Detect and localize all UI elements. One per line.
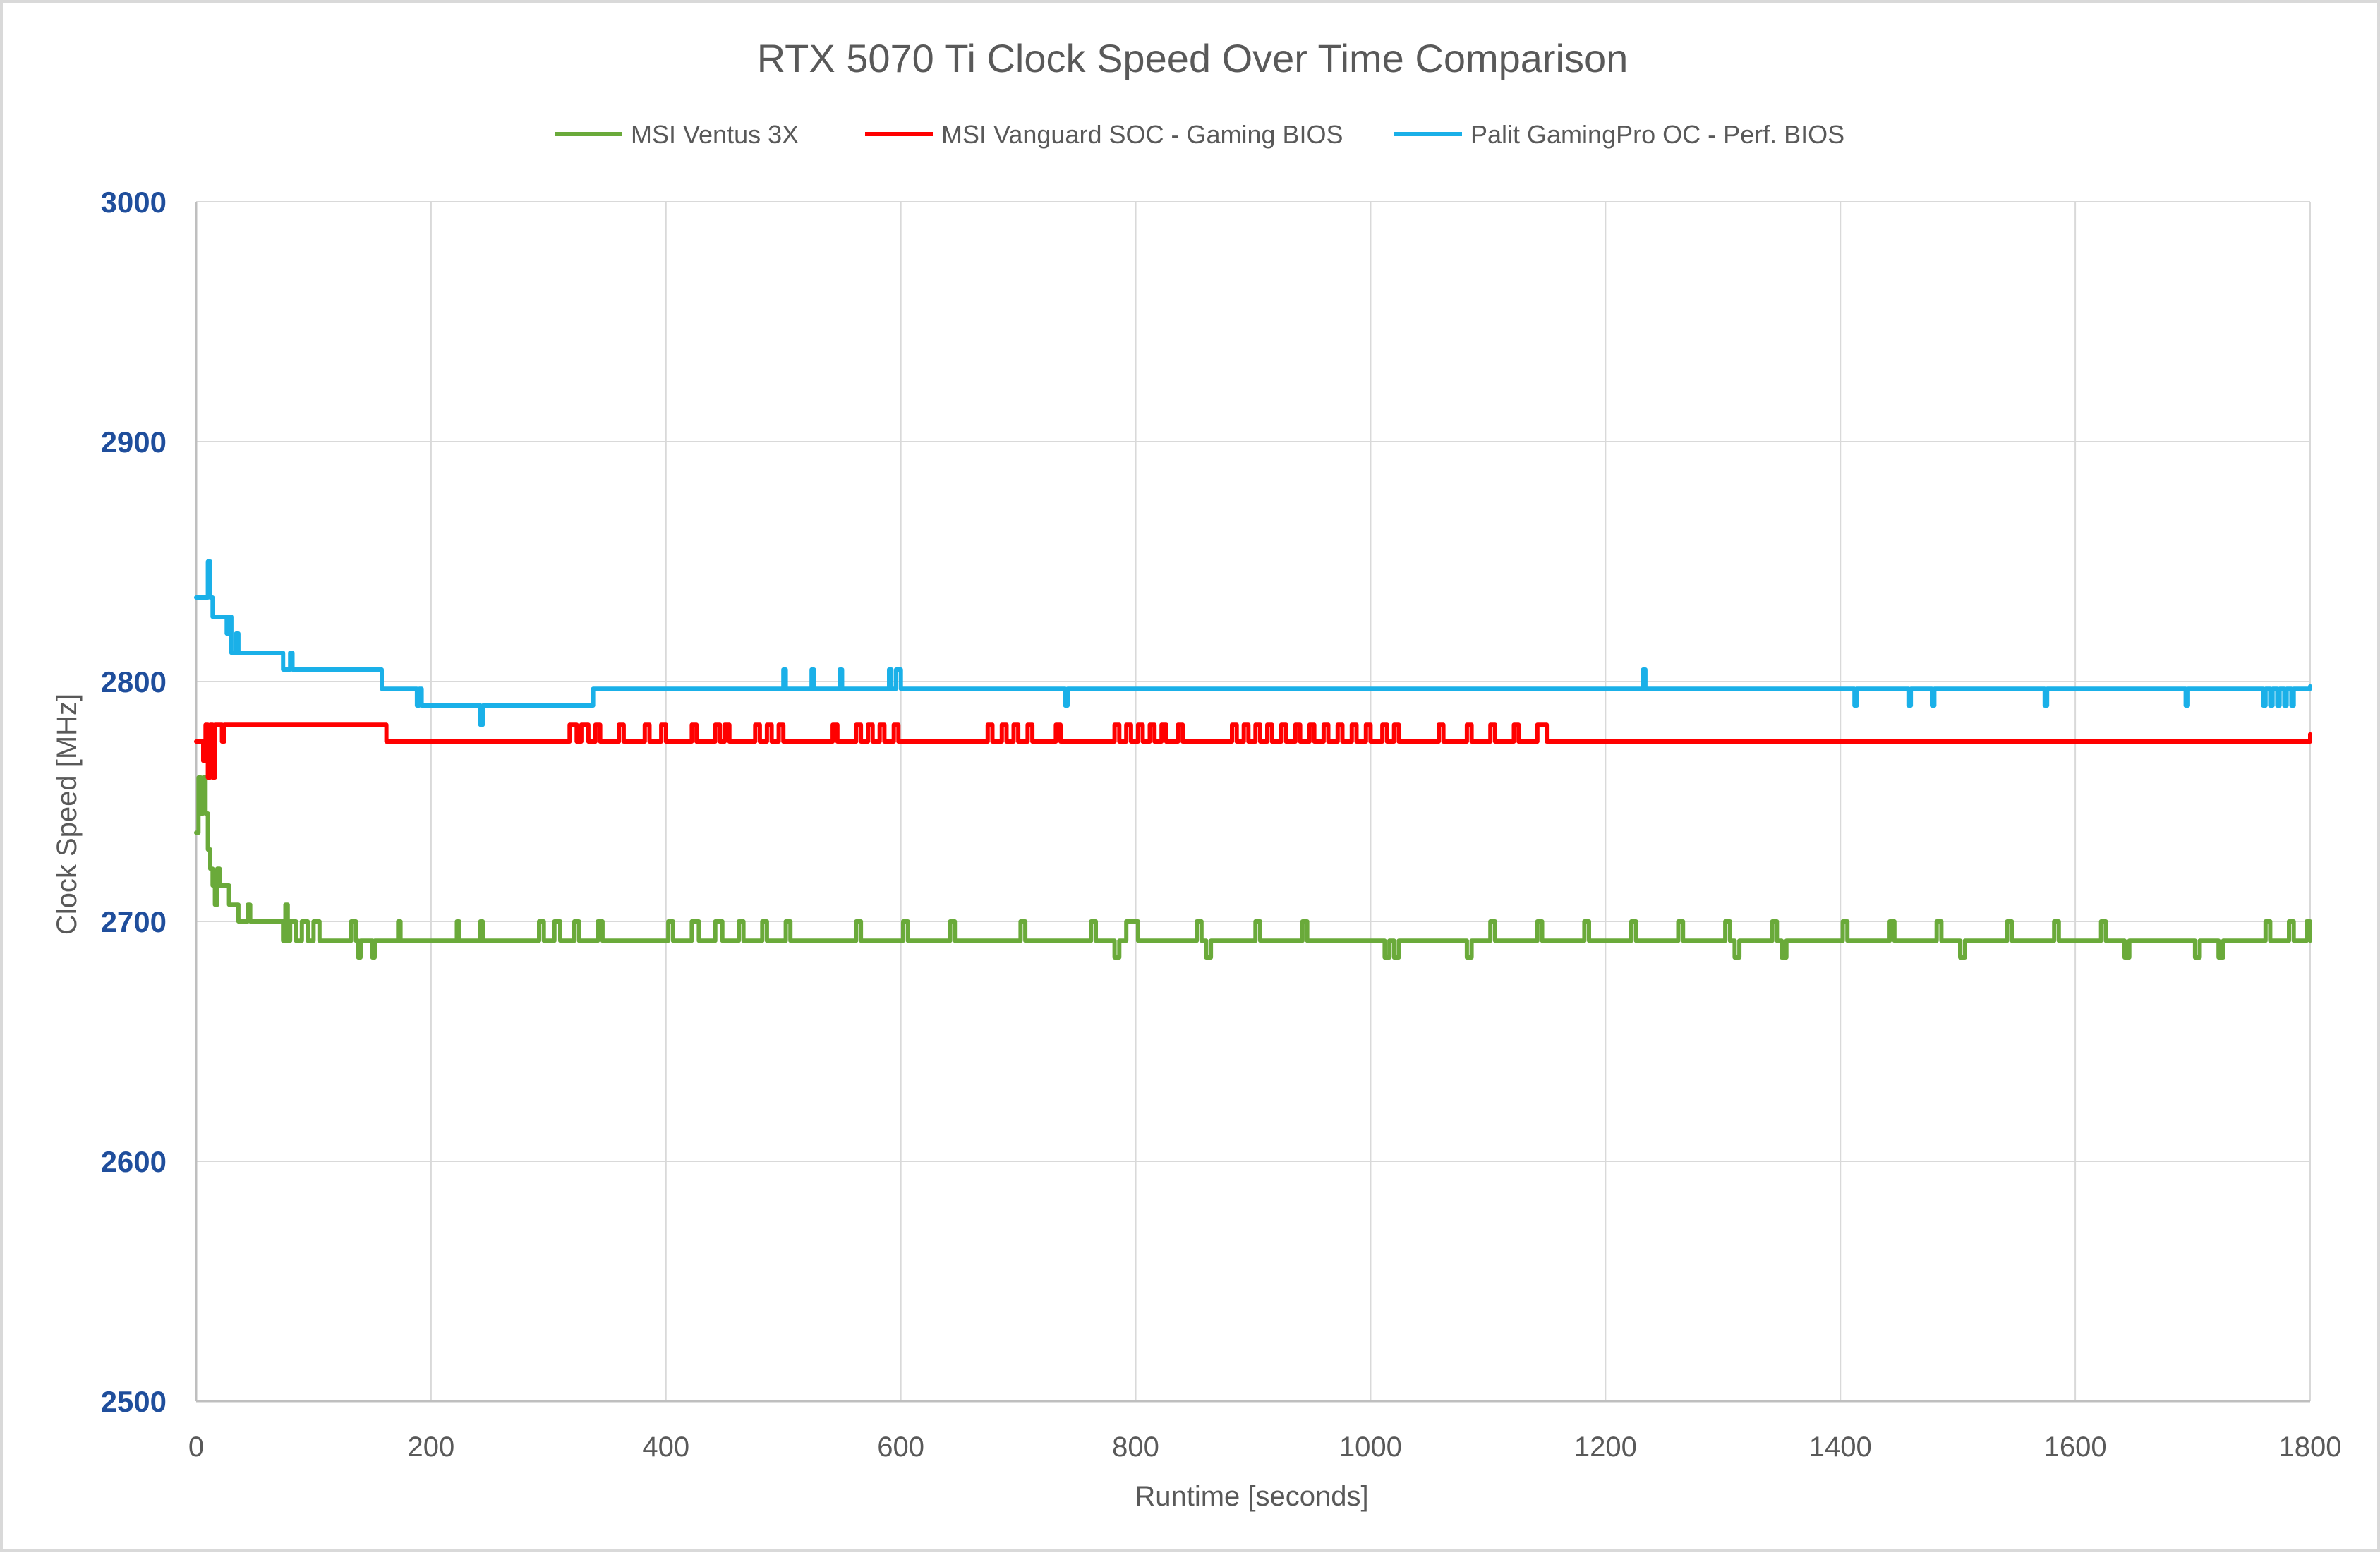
- series-lines: [194, 559, 2312, 960]
- x-tick-label: 600: [877, 1432, 924, 1463]
- y-tick-label: 2900: [101, 425, 167, 459]
- legend-label: MSI Vanguard SOC - Gaming BIOS: [941, 120, 1343, 149]
- chart-title: RTX 5070 Ti Clock Speed Over Time Compar…: [757, 36, 1629, 80]
- x-tick-label: 1400: [1809, 1432, 1872, 1463]
- y-tick-label: 2600: [101, 1145, 167, 1178]
- x-tick-label: 400: [642, 1432, 689, 1463]
- y-tick-label: 2800: [101, 665, 167, 698]
- grid: [195, 201, 2311, 1402]
- legend-label: Palit GamingPro OC - Perf. BIOS: [1470, 120, 1844, 149]
- x-tick-label: 1000: [1339, 1432, 1402, 1463]
- legend: MSI Ventus 3X MSI Vanguard SOC - Gaming B…: [555, 120, 1844, 149]
- series-line-2: [194, 559, 2312, 727]
- legend-label: MSI Ventus 3X: [631, 120, 799, 149]
- series-line-1: [194, 722, 2312, 780]
- x-tick-label: 0: [188, 1432, 204, 1463]
- x-tick-label: 200: [408, 1432, 455, 1463]
- axes: 0 200 400 600 800 1000 1200 1400 1600 1800 2500 260…: [101, 186, 2342, 1463]
- x-tick-label: 1200: [1574, 1432, 1637, 1463]
- x-tick-label: 1800: [2279, 1432, 2342, 1463]
- x-tick-label: 1600: [2044, 1432, 2107, 1463]
- line-chart: 0 200 400 600 800 1000 1200 1400 1600 1800 2500 260…: [52, 36, 2342, 1512]
- x-tick-label: 800: [1112, 1432, 1159, 1463]
- series-line-0: [194, 775, 2312, 960]
- y-axis-label: Clock Speed [MHz]: [52, 694, 83, 935]
- x-axis-label: Runtime [seconds]: [1135, 1481, 1368, 1512]
- y-tick-label: 2500: [101, 1385, 167, 1418]
- y-tick-label: 3000: [101, 186, 167, 219]
- y-tick-label: 2700: [101, 905, 167, 938]
